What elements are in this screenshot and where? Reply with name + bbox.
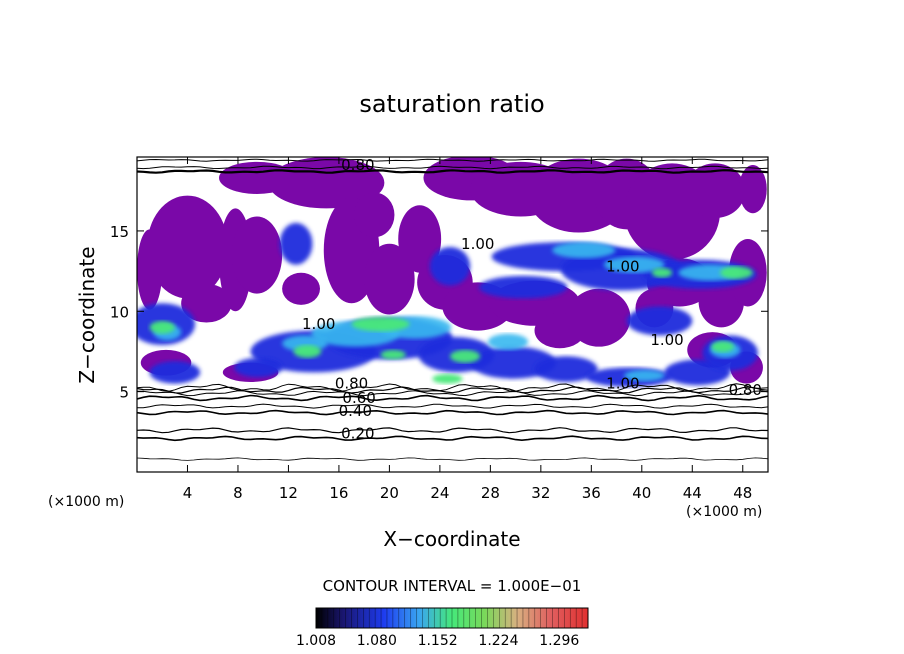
supersat-cyan bbox=[624, 369, 665, 382]
contour-label: 0.80 bbox=[341, 156, 374, 174]
purple-region bbox=[398, 205, 442, 273]
x-tick-label: 40 bbox=[632, 484, 651, 502]
contour-line bbox=[137, 165, 768, 170]
supersat-blue bbox=[234, 357, 283, 378]
purple-region bbox=[684, 163, 746, 219]
colorbar-labels: 1.008 1.080 1.152 1.224 1.296 bbox=[296, 633, 579, 649]
purple-region bbox=[231, 216, 283, 294]
contour-line bbox=[137, 169, 768, 174]
colorbar-label: 1.296 bbox=[539, 633, 579, 649]
contour-line bbox=[137, 409, 768, 416]
colorbar-label: 1.152 bbox=[418, 633, 458, 649]
supersat-green bbox=[351, 316, 410, 332]
contour-label: 1.00 bbox=[606, 257, 639, 275]
supersat-blue bbox=[479, 275, 568, 299]
contour-line bbox=[137, 457, 768, 461]
supersat-blue bbox=[279, 222, 313, 265]
supersat-green bbox=[449, 349, 481, 363]
x-tick-label: 16 bbox=[329, 484, 348, 502]
x-axis-label: X−coordinate bbox=[383, 527, 520, 551]
plot-frame bbox=[136, 156, 769, 473]
x-tick-label: 20 bbox=[380, 484, 399, 502]
contour-labels: 0.200.400.600.80 0.800.801.001.001.001.00… bbox=[302, 156, 762, 442]
supersaturation-regions bbox=[137, 222, 758, 387]
contour-lines bbox=[137, 158, 768, 461]
x-tick-label: 28 bbox=[481, 484, 500, 502]
x-tick-label: 4 bbox=[183, 484, 193, 502]
contour-label: 1.00 bbox=[302, 315, 335, 333]
supersat-cyan bbox=[603, 256, 665, 273]
contour-label: 1.00 bbox=[461, 235, 494, 253]
supersat-blue bbox=[149, 361, 201, 384]
contour-label: 0.60 bbox=[342, 389, 375, 407]
contour-label: 1.00 bbox=[606, 375, 639, 393]
purple-region bbox=[137, 229, 163, 310]
purple-region bbox=[364, 243, 415, 315]
supersat-green bbox=[432, 373, 463, 384]
x-tick-label: 24 bbox=[430, 484, 449, 502]
contour-label: 1.00 bbox=[650, 331, 683, 349]
supersat-green bbox=[720, 266, 753, 280]
supersat-cyan bbox=[552, 242, 616, 259]
contour-line bbox=[137, 427, 768, 434]
supersat-green bbox=[651, 267, 673, 278]
x-tick-label: 44 bbox=[683, 484, 702, 502]
colorbar-label: 1.224 bbox=[478, 633, 518, 649]
supersat-cyan bbox=[487, 333, 529, 350]
y-axis-label: Z−coordinate bbox=[75, 246, 99, 383]
contour-interval-text: CONTOUR INTERVAL = 1.000E−01 bbox=[323, 577, 582, 595]
colorbar-stripes bbox=[315, 608, 583, 628]
contour-line bbox=[137, 158, 768, 162]
contour-label: 0.80 bbox=[729, 381, 762, 399]
contour-line bbox=[137, 394, 768, 402]
contour-label: 0.80 bbox=[335, 375, 368, 393]
purple-region bbox=[354, 192, 395, 238]
supersat-green bbox=[711, 341, 734, 353]
x-tick-label: 12 bbox=[279, 484, 298, 502]
y-axis: 5 10 15 bbox=[110, 223, 768, 402]
chart-title: saturation ratio bbox=[359, 90, 544, 118]
supersat-green bbox=[149, 320, 175, 334]
colorbar-label: 1.080 bbox=[357, 633, 397, 649]
purple-region bbox=[282, 272, 320, 305]
x-tick-label: 32 bbox=[531, 484, 550, 502]
purple-region bbox=[567, 288, 631, 347]
contour-line bbox=[137, 390, 768, 397]
x-axis: 4 8 12 16 20 24 28 32 36 40 44 48 bbox=[183, 157, 752, 502]
x-tick-label: 8 bbox=[233, 484, 243, 502]
x-tick-label: 36 bbox=[582, 484, 601, 502]
supersat-blue bbox=[626, 306, 693, 336]
contour-label: 0.40 bbox=[339, 402, 372, 420]
purple-region bbox=[147, 195, 228, 299]
contour-line bbox=[137, 383, 768, 392]
supersat-green bbox=[293, 345, 322, 358]
contour-line bbox=[137, 435, 768, 442]
y-tick-label: 5 bbox=[119, 384, 129, 402]
y-tick-label: 10 bbox=[110, 303, 129, 321]
contour-line bbox=[137, 403, 768, 409]
purple-region bbox=[738, 165, 767, 214]
supersat-blue bbox=[470, 346, 556, 379]
x-unit-left: (×1000 m) bbox=[48, 494, 124, 510]
x-tick-label: 48 bbox=[733, 484, 752, 502]
colorbar-label: 1.008 bbox=[296, 633, 336, 649]
supersat-blue bbox=[534, 356, 598, 382]
contour-label: 0.20 bbox=[341, 424, 374, 442]
x-unit-right: (×1000 m) bbox=[686, 504, 762, 520]
plot-field bbox=[137, 157, 768, 461]
supersat-green bbox=[380, 349, 406, 360]
y-tick-label: 15 bbox=[110, 223, 129, 241]
purple-region bbox=[268, 157, 385, 209]
purple-region bbox=[181, 283, 232, 323]
supersat-blue bbox=[429, 246, 471, 286]
